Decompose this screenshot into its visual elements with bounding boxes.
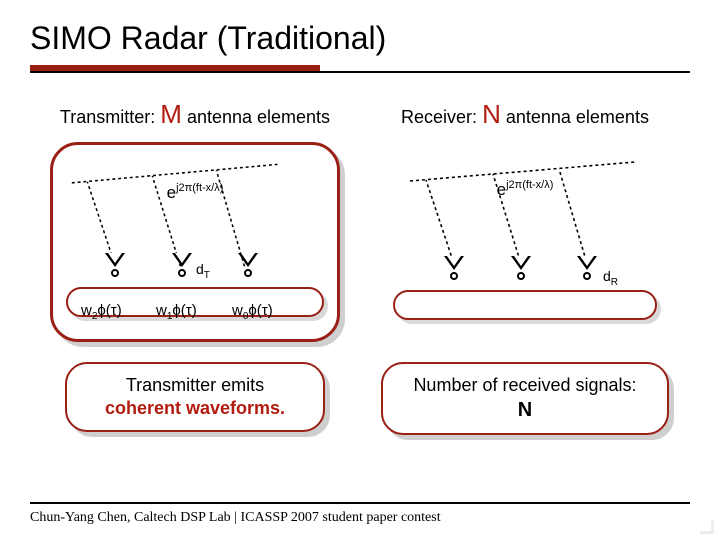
tx-w2: w2ϕ(τ) xyxy=(81,302,122,319)
antenna-icon xyxy=(440,256,468,280)
d-sub: T xyxy=(204,270,210,281)
rx-cap-l2: N xyxy=(401,397,649,423)
antenna-icon xyxy=(507,256,535,280)
rx-heading: Receiver: N antenna elements xyxy=(401,99,649,130)
rx-caption: Number of received signals: N xyxy=(381,362,669,435)
tx-wfrow-wrap: dT w2ϕ(τ) w1ϕ(τ) w0ϕ(τ) xyxy=(66,212,324,317)
rx-weight-capsule xyxy=(393,290,657,320)
columns: Transmitter: M antenna elements ej2π(ft-… xyxy=(30,99,690,435)
antenna-icon xyxy=(168,253,196,277)
rx-N: N xyxy=(482,99,501,129)
tx-w1: w1ϕ(τ) xyxy=(156,302,197,319)
footer: Chun-Yang Chen, Caltech DSP Lab | ICASSP… xyxy=(30,510,441,526)
slide: SIMO Radar (Traditional) Transmitter: M … xyxy=(0,0,720,540)
rx-head-pre: Receiver: xyxy=(401,107,482,127)
rx-cap-l1: Number of received signals: xyxy=(401,374,649,397)
page-title: SIMO Radar (Traditional) xyxy=(30,20,690,57)
d: d xyxy=(196,261,204,277)
d-sub: R xyxy=(611,277,618,288)
antenna-icon xyxy=(234,253,262,277)
tx-head-post: antenna elements xyxy=(182,107,330,127)
col-receiver: Receiver: N antenna elements ej2π(ft-x/λ… xyxy=(360,99,690,435)
antenna-icon xyxy=(101,253,129,277)
tx-dT-label: dT xyxy=(196,261,210,277)
rx-head-post: antenna elements xyxy=(501,107,649,127)
rx-wfrow-wrap: dR xyxy=(393,215,657,320)
title-rule-thin xyxy=(30,71,690,73)
tx-heading: Transmitter: M antenna elements xyxy=(60,99,330,130)
tx-caption: Transmitter emits coherent waveforms. xyxy=(65,362,325,433)
rx-dR-label: dR xyxy=(603,268,618,284)
tx-w0: w0ϕ(τ) xyxy=(232,302,273,319)
d: d xyxy=(603,268,611,284)
rx-block: ej2π(ft-x/λ) xyxy=(380,142,670,342)
col-transmitter: Transmitter: M antenna elements ej2π(ft-… xyxy=(30,99,360,435)
footer-rule xyxy=(30,502,690,504)
tx-head-pre: Transmitter: xyxy=(60,107,160,127)
tx-cap-l2: coherent waveforms. xyxy=(85,397,305,420)
tx-cap-l1: Transmitter emits xyxy=(85,374,305,397)
tx-block: ej2π(ft-x/λ) xyxy=(50,142,340,342)
antenna-icon xyxy=(573,256,601,280)
tx-M: M xyxy=(160,99,182,129)
page-corner-icon xyxy=(700,520,714,534)
